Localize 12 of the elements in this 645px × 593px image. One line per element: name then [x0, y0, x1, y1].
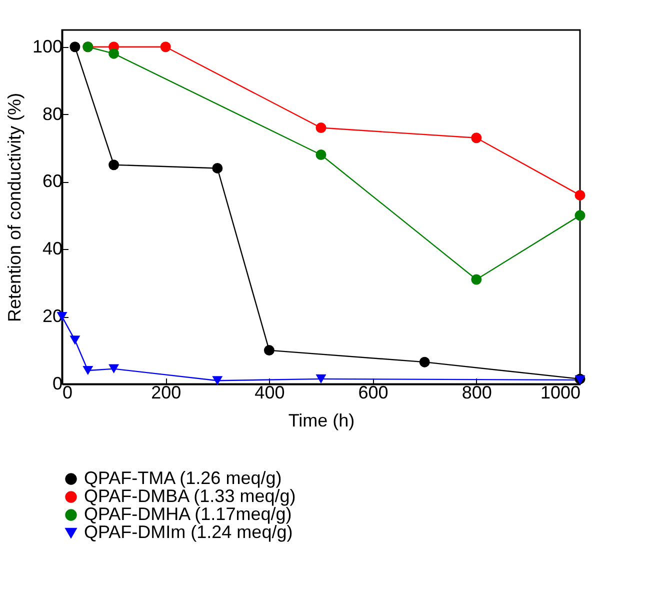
- x-tick-label: 200: [151, 382, 182, 402]
- y-axis-title: Retention of conductivity (%): [4, 92, 24, 322]
- legend-label: QPAF-TMA (1.26 meq/g): [84, 468, 282, 488]
- y-tick-label: 60: [42, 171, 62, 192]
- x-tick-label: 1000: [540, 382, 580, 402]
- y-tick-label: 100: [32, 36, 62, 56]
- x-axis-title: Time (h): [288, 410, 355, 430]
- x-tick-label: 800: [462, 382, 492, 402]
- y-tick-label: 80: [42, 104, 62, 124]
- x-tick-label: 600: [358, 382, 388, 402]
- y-tick-label: 40: [42, 238, 62, 259]
- x-tick-label: 400: [254, 382, 285, 402]
